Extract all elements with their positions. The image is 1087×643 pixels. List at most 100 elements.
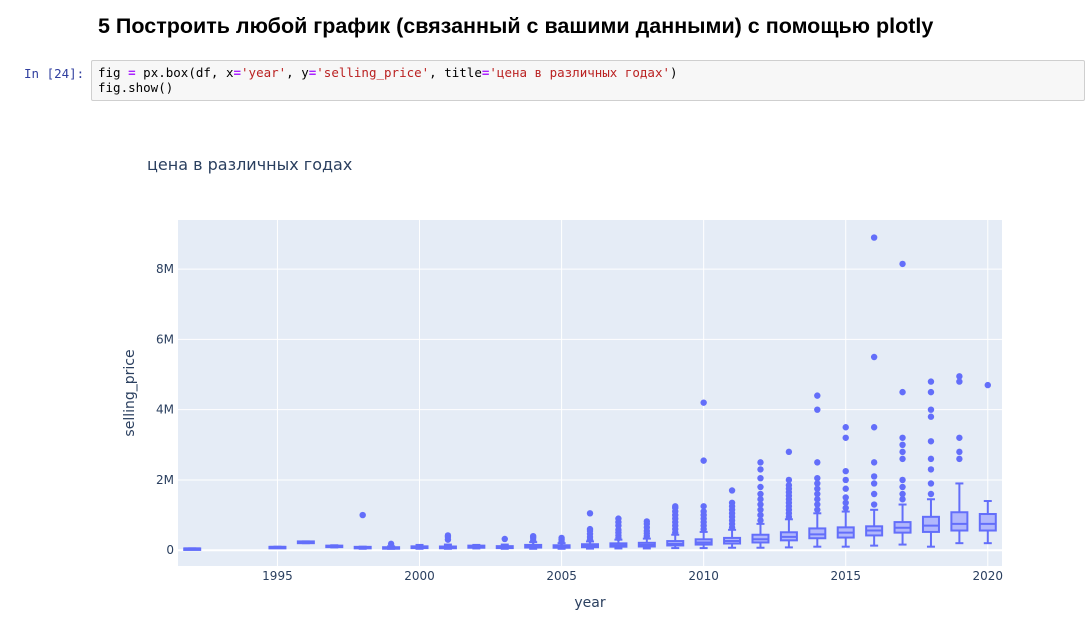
outlier-point[interactable] xyxy=(927,438,935,445)
outlier-point[interactable] xyxy=(814,480,821,487)
box-1992[interactable] xyxy=(183,547,202,551)
box-2006[interactable] xyxy=(581,510,599,550)
outlier-point[interactable] xyxy=(870,501,878,508)
outlier-point[interactable] xyxy=(387,540,395,548)
box-2015[interactable] xyxy=(836,424,855,548)
outlier-point[interactable] xyxy=(586,525,594,533)
outlier-point[interactable] xyxy=(814,459,821,466)
outlier-point[interactable] xyxy=(700,503,707,510)
outlier-point[interactable] xyxy=(757,483,764,491)
outlier-point[interactable] xyxy=(956,434,963,441)
outlier-point[interactable] xyxy=(927,378,935,385)
outlier-point[interactable] xyxy=(899,455,906,463)
outlier-point[interactable] xyxy=(870,490,878,498)
outlier-point[interactable] xyxy=(757,474,764,482)
outlier-point[interactable] xyxy=(899,434,906,441)
outlier-point[interactable] xyxy=(842,504,849,512)
box-2010[interactable] xyxy=(694,399,713,550)
plot-area[interactable] xyxy=(178,220,1002,566)
outlier-point[interactable] xyxy=(899,490,906,498)
outlier-point[interactable] xyxy=(814,506,821,513)
code-cell[interactable]: fig = px.box(df, x='year', y='selling_pr… xyxy=(91,60,1085,101)
outlier-point[interactable] xyxy=(984,381,991,389)
outlier-point[interactable] xyxy=(927,388,935,396)
outlier-point[interactable] xyxy=(814,490,821,498)
box-2000[interactable] xyxy=(410,543,429,550)
outlier-point[interactable] xyxy=(757,511,764,519)
outlier-point[interactable] xyxy=(558,534,565,542)
box-1997[interactable] xyxy=(325,544,344,549)
outlier-point[interactable] xyxy=(899,483,906,491)
outlier-point[interactable] xyxy=(785,482,793,489)
outlier-point[interactable] xyxy=(700,399,707,406)
outlier-point[interactable] xyxy=(757,517,764,524)
box-iqr[interactable] xyxy=(950,511,969,532)
outlier-point[interactable] xyxy=(757,466,764,473)
outlier-point[interactable] xyxy=(842,467,849,475)
outlier-point[interactable] xyxy=(870,459,878,466)
outlier-point[interactable] xyxy=(870,353,878,361)
outlier-point[interactable] xyxy=(956,378,963,385)
box-2004[interactable] xyxy=(524,532,543,550)
outlier-point[interactable] xyxy=(757,501,764,508)
outlier-point[interactable] xyxy=(956,373,963,380)
box-2018[interactable] xyxy=(921,378,940,548)
outlier-point[interactable] xyxy=(444,532,452,539)
outlier-point[interactable] xyxy=(359,511,366,519)
outlier-point[interactable] xyxy=(757,506,764,513)
box-2014[interactable] xyxy=(808,392,827,548)
box-2005[interactable] xyxy=(552,534,571,550)
box-1996[interactable] xyxy=(296,540,315,545)
outlier-point[interactable] xyxy=(842,434,849,441)
outlier-point[interactable] xyxy=(814,501,821,508)
outlier-point[interactable] xyxy=(842,485,849,492)
outlier-point[interactable] xyxy=(785,476,793,484)
outlier-point[interactable] xyxy=(870,234,878,241)
box-iqr[interactable] xyxy=(921,515,940,533)
box-1998[interactable] xyxy=(353,511,372,550)
outlier-point[interactable] xyxy=(501,535,508,543)
box-1995[interactable] xyxy=(268,545,287,550)
outlier-point[interactable] xyxy=(927,466,935,473)
outlier-point[interactable] xyxy=(672,503,679,510)
outlier-point[interactable] xyxy=(956,455,963,463)
outlier-point[interactable] xyxy=(927,413,935,420)
code-editor[interactable]: fig = px.box(df, x='year', y='selling_pr… xyxy=(98,65,678,95)
outlier-point[interactable] xyxy=(814,485,821,492)
outlier-point[interactable] xyxy=(899,260,906,268)
outlier-point[interactable] xyxy=(785,448,793,456)
outlier-point[interactable] xyxy=(842,499,849,506)
outlier-point[interactable] xyxy=(529,532,537,540)
box-1999[interactable] xyxy=(382,540,401,550)
outlier-point[interactable] xyxy=(814,496,821,503)
box-2017[interactable] xyxy=(893,260,912,546)
outlier-point[interactable] xyxy=(842,494,849,501)
outlier-point[interactable] xyxy=(757,490,764,498)
outlier-point[interactable] xyxy=(728,487,736,494)
box-2008[interactable] xyxy=(637,518,656,550)
box-2003[interactable] xyxy=(495,535,514,550)
box-iqr[interactable] xyxy=(978,513,997,532)
outlier-point[interactable] xyxy=(899,476,906,484)
box-2007[interactable] xyxy=(609,515,628,550)
box-2012[interactable] xyxy=(751,459,770,549)
outlier-point[interactable] xyxy=(842,424,849,431)
box-series[interactable] xyxy=(183,234,997,551)
box-2002[interactable] xyxy=(467,543,486,550)
outlier-point[interactable] xyxy=(814,392,821,399)
box-iqr[interactable] xyxy=(808,527,827,540)
box-2009[interactable] xyxy=(666,503,685,550)
outlier-point[interactable] xyxy=(643,518,651,525)
outlier-point[interactable] xyxy=(757,459,764,466)
outlier-point[interactable] xyxy=(870,473,878,480)
outlier-point[interactable] xyxy=(927,406,935,413)
outlier-point[interactable] xyxy=(615,515,622,522)
outlier-point[interactable] xyxy=(899,448,906,456)
outlier-point[interactable] xyxy=(700,457,707,464)
outlier-point[interactable] xyxy=(728,499,736,506)
outlier-point[interactable] xyxy=(814,474,821,482)
outlier-point[interactable] xyxy=(927,490,935,498)
outlier-point[interactable] xyxy=(899,496,906,503)
outlier-point[interactable] xyxy=(956,448,963,456)
